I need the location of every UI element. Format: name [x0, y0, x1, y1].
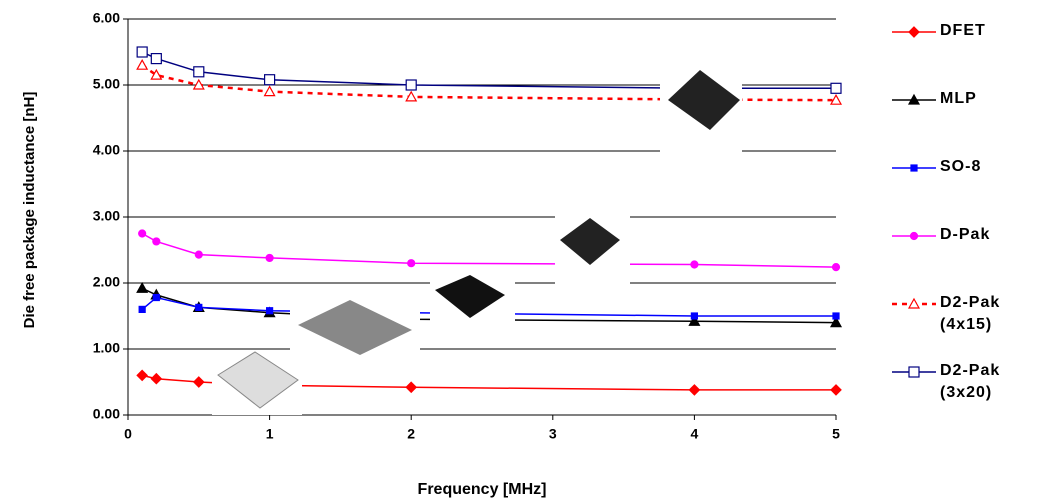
- legend-swatch: [892, 26, 936, 38]
- marker: [690, 260, 699, 269]
- x-tick-label: 0: [124, 426, 132, 442]
- marker: [829, 316, 843, 328]
- y-axis-label: Die free package inductance [nH]: [21, 91, 38, 329]
- marker: [263, 85, 276, 97]
- marker: [908, 366, 920, 378]
- legend-entry: MLP: [890, 90, 1020, 110]
- marker: [264, 74, 276, 86]
- y-tick-label: 5.00: [93, 76, 120, 92]
- legend-label: D2-Pak (3x20): [940, 362, 1001, 401]
- package-image: [217, 351, 299, 409]
- legend-label: D2-Pak (4x15): [940, 294, 1001, 333]
- marker: [136, 58, 149, 70]
- package-images: [212, 60, 742, 415]
- marker: [405, 90, 418, 102]
- marker: [136, 369, 149, 382]
- marker: [907, 93, 921, 105]
- legend-swatch: [892, 297, 936, 309]
- y-tick-label: 0.00: [93, 406, 120, 422]
- marker: [830, 82, 842, 94]
- marker: [830, 384, 842, 396]
- marker: [136, 282, 149, 293]
- marker: [195, 303, 203, 312]
- marker: [136, 46, 148, 58]
- legend-entry: DFET: [890, 22, 1020, 42]
- marker: [193, 66, 205, 78]
- marker: [266, 307, 274, 315]
- y-tick-label: 4.00: [93, 142, 120, 158]
- marker: [265, 253, 274, 263]
- marker: [405, 79, 417, 91]
- marker: [138, 229, 147, 238]
- marker: [908, 26, 920, 38]
- marker: [150, 372, 163, 385]
- marker: [192, 78, 205, 90]
- marker: [138, 305, 146, 313]
- y-tick-label: 2.00: [93, 274, 120, 290]
- marker: [829, 93, 843, 105]
- legend-swatch: [892, 231, 936, 241]
- marker: [405, 381, 418, 394]
- legend-label: D-Pak: [940, 226, 991, 243]
- marker: [192, 376, 205, 388]
- legend-label: MLP: [940, 90, 977, 107]
- marker: [688, 384, 701, 396]
- marker: [907, 297, 921, 309]
- legend-swatch: [892, 93, 936, 105]
- x-axis-label: Frequency [MHz]: [418, 481, 547, 498]
- marker: [831, 263, 841, 272]
- legend-swatch: [892, 366, 936, 378]
- marker: [407, 259, 416, 268]
- marker: [150, 68, 163, 80]
- marker: [152, 237, 161, 246]
- y-tick-label: 1.00: [93, 340, 120, 356]
- legend-swatch: [892, 164, 936, 172]
- marker: [688, 315, 701, 326]
- x-tick-label: 2: [407, 426, 415, 442]
- marker: [194, 250, 203, 259]
- marker: [832, 312, 840, 320]
- x-tick-label: 4: [691, 426, 699, 442]
- marker: [152, 293, 160, 302]
- y-tick-label: 3.00: [93, 208, 120, 224]
- legend-entry: D2-Pak (3x20): [890, 362, 1020, 404]
- series-line: [141, 232, 837, 268]
- package-image: [298, 300, 412, 355]
- package-image: [435, 275, 505, 318]
- y-tick-label: 6.00: [93, 10, 120, 26]
- legend-entry: D-Pak: [890, 226, 1020, 246]
- legend-entry: D2-Pak (4x15): [890, 294, 1020, 336]
- x-tick-label: 3: [549, 426, 557, 442]
- marker: [150, 52, 162, 65]
- legend-label: DFET: [940, 22, 986, 39]
- marker: [910, 164, 918, 172]
- legend-entry: SO-8: [890, 158, 1020, 178]
- x-tick-label: 5: [832, 426, 840, 442]
- marker: [909, 231, 919, 241]
- marker: [690, 312, 699, 320]
- package-image: [560, 218, 620, 265]
- package-image: [668, 70, 740, 130]
- x-tick-label: 1: [266, 426, 274, 442]
- legend-label: SO-8: [940, 158, 982, 175]
